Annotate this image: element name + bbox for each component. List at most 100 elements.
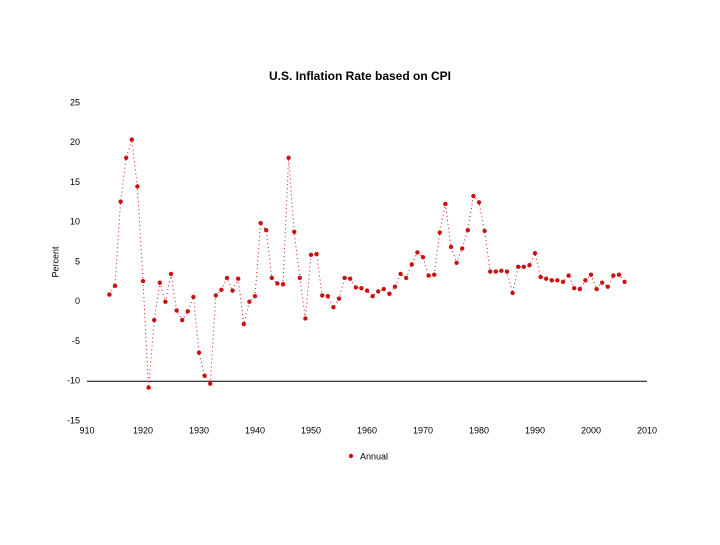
y-tick-label: 25: [70, 97, 80, 107]
x-tick-label: 1970: [413, 425, 433, 435]
data-point: [538, 274, 543, 280]
data-point: [465, 228, 470, 233]
data-point: [325, 293, 330, 299]
data-point: [157, 280, 162, 285]
data-point: [180, 317, 185, 323]
data-point: [342, 275, 347, 281]
data-point: [252, 293, 258, 299]
y-tick-label: -5: [72, 336, 80, 346]
data-point: [376, 289, 381, 294]
data-point: [516, 264, 521, 269]
data-point: [404, 275, 409, 281]
data-point: [118, 199, 123, 204]
data-point: [443, 201, 448, 207]
data-point: [303, 316, 308, 321]
data-point: [236, 276, 241, 281]
data-point: [588, 272, 594, 277]
data-point: [521, 264, 526, 269]
data-point: [454, 260, 459, 265]
data-point: [364, 288, 370, 293]
data-point: [594, 286, 599, 292]
data-point: [191, 294, 196, 300]
y-tick-label: 0: [75, 296, 80, 306]
data-point: [129, 137, 134, 142]
data-point: [577, 286, 582, 292]
data-point: [241, 321, 246, 327]
data-point: [415, 250, 420, 255]
y-tick-label: -15: [67, 415, 80, 425]
data-point: [112, 283, 118, 289]
x-tick-label: 1960: [357, 425, 377, 435]
data-point: [202, 373, 207, 378]
x-tick-label: 1990: [525, 425, 545, 435]
data-point: [493, 269, 498, 274]
x-tick-label: 1930: [189, 425, 209, 435]
y-tick-label: -10: [67, 376, 80, 386]
data-point: [482, 228, 487, 234]
data-point: [224, 275, 230, 281]
data-point: [499, 268, 504, 273]
data-point: [555, 278, 560, 283]
data-point: [532, 251, 538, 256]
data-point: [146, 385, 151, 390]
data-point: [359, 286, 364, 291]
data-point: [280, 282, 286, 287]
data-point: [370, 293, 375, 299]
data-point: [476, 200, 482, 205]
data-point: [448, 244, 454, 250]
data-point: [269, 275, 274, 281]
data-point: [398, 271, 403, 277]
data-point: [135, 184, 140, 189]
data-point: [353, 285, 358, 290]
legend-label: Annual: [360, 451, 388, 461]
data-point: [230, 288, 235, 293]
y-tick-label: 10: [70, 217, 80, 227]
y-tick-label: 5: [75, 256, 80, 266]
data-point: [572, 286, 577, 291]
data-point: [174, 308, 179, 313]
data-point: [437, 230, 442, 235]
data-point: [185, 309, 190, 314]
y-axis-label: Percent: [50, 246, 60, 278]
series-line: [108, 139, 625, 388]
legend-marker: [348, 453, 354, 459]
data-point: [314, 251, 319, 257]
data-point: [432, 272, 437, 277]
data-point: [264, 228, 269, 233]
data-point: [605, 284, 610, 289]
data-point: [544, 276, 549, 281]
y-tick-label: 20: [70, 137, 80, 147]
data-point: [583, 278, 588, 283]
data-point: [611, 273, 616, 278]
data-point: [392, 284, 398, 289]
data-point: [247, 299, 252, 304]
data-point: [622, 279, 627, 285]
data-point: [488, 269, 493, 274]
x-tick-label: 2000: [581, 425, 601, 435]
data-point: [460, 246, 465, 251]
data-point: [124, 155, 129, 161]
data-point: [549, 278, 554, 283]
data-point: [107, 292, 112, 297]
data-point: [387, 291, 392, 296]
data-point: [320, 293, 325, 298]
data-point: [426, 273, 431, 278]
data-point: [196, 350, 202, 355]
data-point: [560, 279, 566, 285]
data-point: [348, 276, 353, 281]
x-tick-label: 1980: [469, 425, 489, 435]
y-tick-label: 15: [70, 177, 80, 187]
chart-title: U.S. Inflation Rate based on CPI: [269, 69, 451, 83]
data-point: [219, 287, 224, 293]
data-point: [297, 275, 302, 281]
data-point: [527, 262, 532, 268]
data-point: [336, 296, 342, 301]
data-point: [331, 305, 336, 310]
x-tick-label: 1940: [245, 425, 265, 435]
data-point: [566, 273, 571, 278]
data-point: [152, 317, 157, 323]
x-tick-label: 1920: [133, 425, 153, 435]
data-point: [258, 220, 263, 226]
x-tick-label: 2010: [637, 425, 657, 435]
